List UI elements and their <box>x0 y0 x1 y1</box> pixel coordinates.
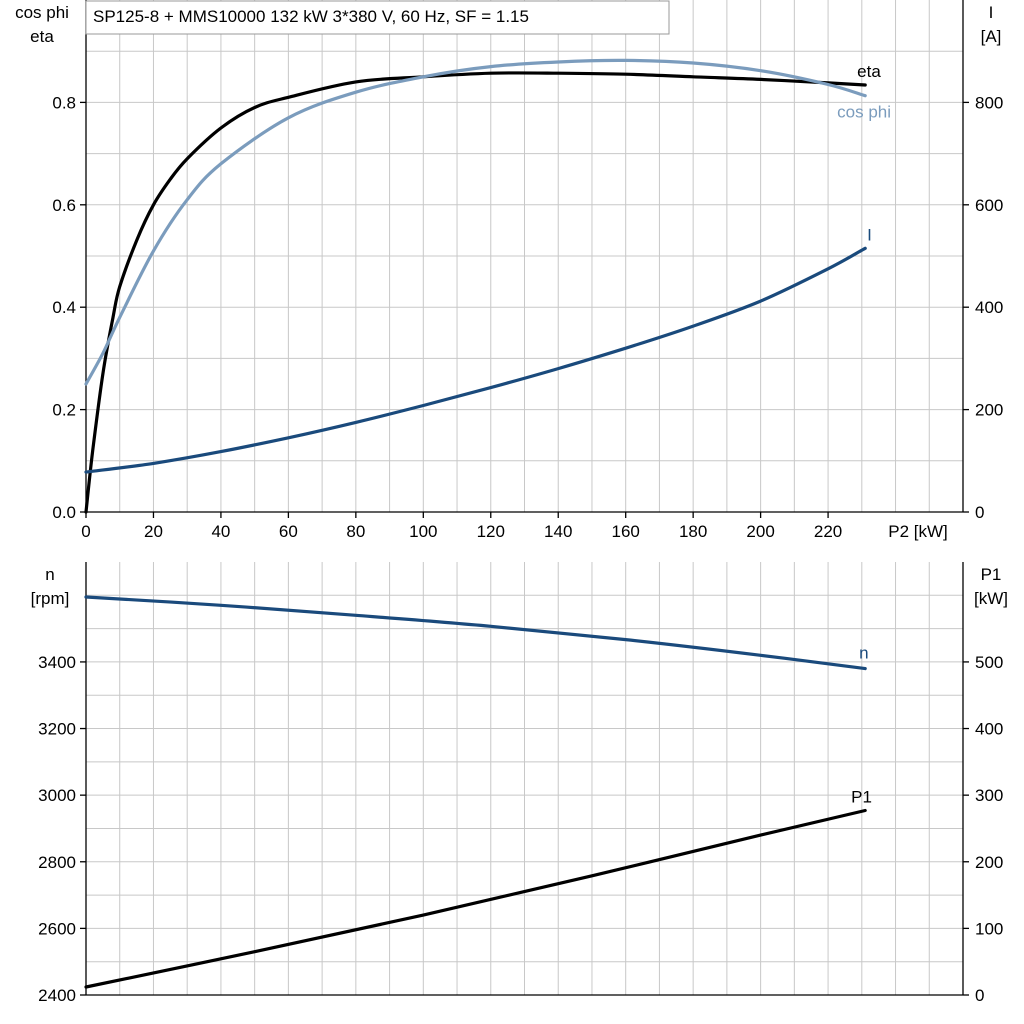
y-right-axis-label: [kW] <box>974 589 1008 608</box>
grid-lines <box>86 0 963 512</box>
series-label-i: I <box>867 225 872 244</box>
y-right-axis-label: [A] <box>981 27 1002 46</box>
y-right-tick-label: 400 <box>975 720 1003 739</box>
x-tick-label: 180 <box>679 522 707 541</box>
y-right-tick-label: 100 <box>975 919 1003 938</box>
y-left-axis-label: n <box>45 565 54 584</box>
y-right-axis-label: I <box>989 3 994 22</box>
y-left-tick-label: 0.6 <box>52 196 76 215</box>
x-tick-label: 0 <box>81 522 90 541</box>
chart-title: SP125-8 + MMS10000 132 kW 3*380 V, 60 Hz… <box>85 0 670 35</box>
y-left-axis-label: [rpm] <box>31 589 70 608</box>
x-tick-label: 20 <box>144 522 163 541</box>
x-tick-label: 200 <box>746 522 774 541</box>
y-left-tick-label: 3200 <box>38 720 76 739</box>
y-right-tick-label: 0 <box>975 986 984 1005</box>
grid-lines <box>86 562 963 995</box>
y-left-tick-label: 0.8 <box>52 93 76 112</box>
series-label-eta: eta <box>857 62 881 81</box>
y-left-tick-label: 2800 <box>38 853 76 872</box>
x-tick-label: 100 <box>409 522 437 541</box>
series-label-n: n <box>859 644 868 663</box>
x-tick-label: 40 <box>211 522 230 541</box>
series-line-cos-phi <box>84 58 867 386</box>
y-right-tick-label: 300 <box>975 786 1003 805</box>
y-left-tick-label: 0.0 <box>52 503 76 522</box>
x-tick-label: 220 <box>814 522 842 541</box>
y-left-tick-label: 3000 <box>38 786 76 805</box>
y-right-tick-label: 200 <box>975 401 1003 420</box>
series-line-i <box>84 246 867 474</box>
series-line-eta <box>84 71 867 514</box>
series-label-cos-phi: cos phi <box>837 103 891 122</box>
y-right-tick-label: 800 <box>975 93 1003 112</box>
y-left-tick-label: 0.2 <box>52 401 76 420</box>
y-right-tick-label: 0 <box>975 503 984 522</box>
chart-title-text: SP125-8 + MMS10000 132 kW 3*380 V, 60 Hz… <box>93 7 529 26</box>
y-right-tick-label: 200 <box>975 853 1003 872</box>
y-left-axis-label: cos phi <box>15 3 69 22</box>
y-right-tick-label: 500 <box>975 653 1003 672</box>
y-left-tick-label: 3400 <box>38 653 76 672</box>
y-left-axis-label: eta <box>30 27 54 46</box>
y-right-axis-label: P1 <box>981 565 1002 584</box>
x-axis-label: P2 [kW] <box>888 522 948 541</box>
x-tick-label: 80 <box>346 522 365 541</box>
y-left-tick-label: 0.4 <box>52 298 76 317</box>
y-left-tick-label: 2600 <box>38 919 76 938</box>
y-right-tick-label: 600 <box>975 196 1003 215</box>
x-tick-label: 160 <box>612 522 640 541</box>
series-line-p1 <box>84 808 867 989</box>
y-right-tick-label: 400 <box>975 298 1003 317</box>
series-line-n <box>84 595 867 671</box>
bottom-panel: 2400 2600 2800 3000 3200 3400 0 100 200 300 400 500… <box>31 562 1008 1005</box>
x-tick-label: 120 <box>477 522 505 541</box>
x-tick-label: 60 <box>279 522 298 541</box>
x-tick-label: 140 <box>544 522 572 541</box>
series-label-p1: P1 <box>851 787 872 806</box>
y-left-tick-label: 2400 <box>38 986 76 1005</box>
